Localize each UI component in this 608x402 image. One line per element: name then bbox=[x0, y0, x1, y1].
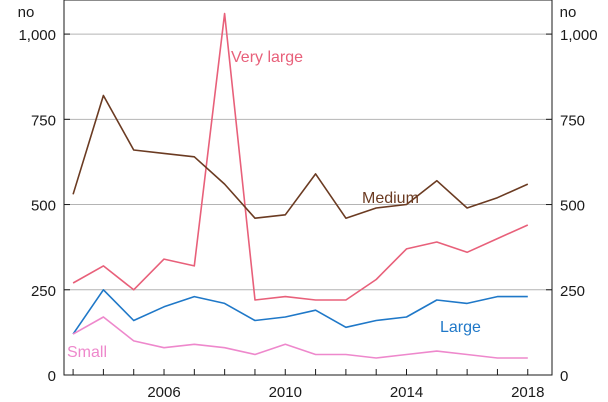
series-lines bbox=[72, 12, 529, 359]
y-tick-left-1000: 1,000 bbox=[18, 27, 56, 44]
axis-ticks: 0 0 250 250 500 500 750 750 1,000 1,000 2006 2010 20… bbox=[18, 27, 597, 401]
series-label-medium: Medium bbox=[362, 190, 419, 207]
series-very-large-line bbox=[72, 12, 529, 301]
x-tick-2014: 2014 bbox=[390, 384, 423, 401]
series-medium-line bbox=[72, 94, 529, 219]
y-tick-left-750: 750 bbox=[31, 112, 56, 129]
y-tick-left-500: 500 bbox=[31, 198, 56, 215]
x-tick-2018: 2018 bbox=[511, 384, 544, 401]
y-tick-right-750: 750 bbox=[560, 112, 585, 129]
x-tick-2006: 2006 bbox=[147, 384, 180, 401]
y-tick-right-1000: 1,000 bbox=[560, 27, 598, 44]
series-label-very-large: Very large bbox=[231, 49, 303, 66]
y-tick-right-0: 0 bbox=[560, 368, 568, 385]
left-axis-unit: no bbox=[18, 4, 35, 21]
y-tick-left-250: 250 bbox=[31, 283, 56, 300]
plot-frame bbox=[63, 0, 553, 376]
y-tick-right-500: 500 bbox=[560, 198, 585, 215]
series-large-line bbox=[72, 288, 528, 335]
series-labels: Very large Medium Large Small bbox=[67, 49, 481, 361]
series-label-small: Small bbox=[67, 344, 107, 361]
series-label-large: Large bbox=[440, 319, 481, 336]
y-tick-left-0: 0 bbox=[48, 368, 56, 385]
y-tick-right-250: 250 bbox=[560, 283, 585, 300]
gridlines bbox=[64, 33, 552, 291]
x-tick-2010: 2010 bbox=[269, 384, 302, 401]
right-axis-unit: no bbox=[560, 4, 577, 21]
series-small-line bbox=[72, 316, 528, 359]
